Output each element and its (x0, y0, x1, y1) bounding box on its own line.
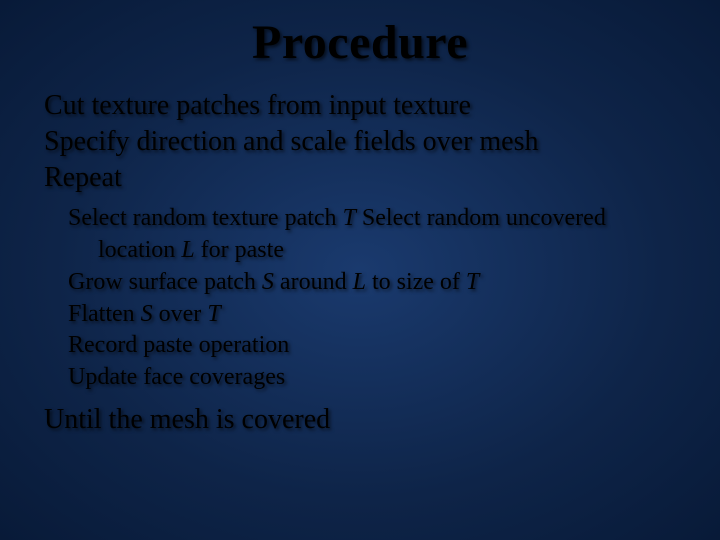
sub-list: Select random texture patch T Select ran… (68, 203, 680, 393)
sub-text: over (153, 301, 208, 327)
line-4: Until the mesh is covered (44, 402, 680, 438)
sub-text: Select random texture patch (68, 205, 343, 231)
line-3: Repeat (44, 160, 680, 196)
var-L: L (353, 269, 366, 295)
var-T: T (207, 301, 220, 327)
main-list-tail: Until the mesh is covered (44, 402, 680, 438)
var-T: T (343, 205, 356, 231)
sub-line-5: Update face coverages (68, 362, 680, 394)
sub-line-3: Flatten S over T (68, 299, 680, 331)
sub-text: Grow surface patch (68, 269, 262, 295)
sub-text: Flatten (68, 301, 141, 327)
sub-line-1: Select random texture patch T Select ran… (68, 203, 680, 266)
sub-line-2: Grow surface patch S around L to size of… (68, 267, 680, 299)
sub-text: around (274, 269, 353, 295)
sub-line-4: Record paste operation (68, 330, 680, 362)
line-1: Cut texture patches from input texture (44, 88, 680, 124)
main-list: Cut texture patches from input texture S… (44, 88, 680, 195)
var-S: S (262, 269, 274, 295)
slide: Procedure Cut texture patches from input… (0, 0, 720, 540)
var-L: L (181, 237, 194, 263)
var-T: T (466, 269, 479, 295)
line-2: Specify direction and scale fields over … (44, 124, 680, 160)
slide-title: Procedure (40, 15, 680, 70)
var-S: S (141, 301, 153, 327)
sub-text: to size of (366, 269, 466, 295)
sub-text: for paste (195, 237, 284, 263)
